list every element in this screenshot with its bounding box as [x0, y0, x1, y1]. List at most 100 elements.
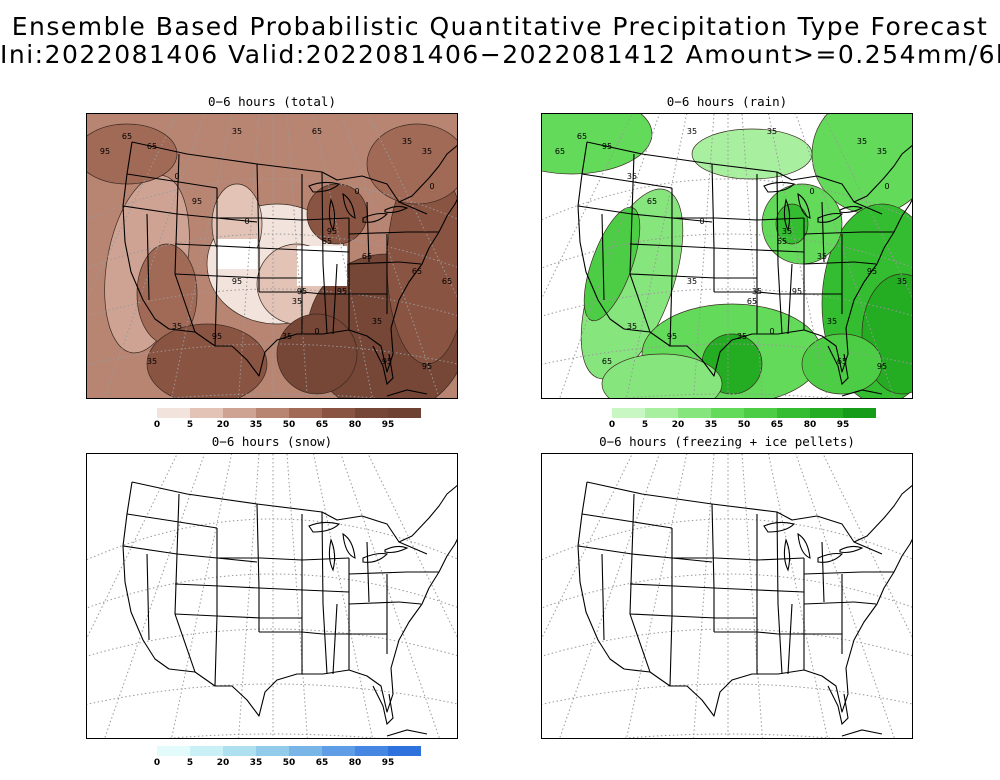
colorbar-swatch	[322, 408, 355, 418]
contour-label: 35	[147, 357, 157, 366]
colorbar-swatch	[256, 408, 289, 418]
contour-label: 35	[687, 277, 697, 286]
colorbar-swatch	[355, 746, 388, 756]
colorbar-tick-label: 80	[803, 420, 817, 430]
colorbar-tick-label: 80	[348, 758, 362, 768]
colorbar-swatch	[355, 408, 388, 418]
contour-label: 65	[147, 142, 157, 151]
colorbar-tick-label: 20	[216, 420, 230, 430]
probability-fill	[87, 123, 457, 398]
colorbar-snow	[157, 746, 421, 756]
colorbar-tick-label: 0	[608, 420, 616, 430]
contour-label: 65	[322, 237, 332, 246]
state-boundaries	[577, 481, 912, 717]
contour-label: 65	[122, 132, 132, 141]
contour-label: 95	[422, 362, 432, 371]
colorbar-tick-label: 5	[186, 758, 194, 768]
colorbar-swatch	[289, 746, 322, 756]
colorbar-swatch	[223, 746, 256, 756]
contour-label: 65	[312, 127, 322, 136]
contour-label: 35	[627, 172, 637, 181]
colorbar-swatch	[388, 408, 421, 418]
contour-label: 0	[174, 172, 179, 181]
colorbar-tick-label: 20	[216, 758, 230, 768]
contour-label: 95	[602, 142, 612, 151]
colorbar-swatch	[711, 408, 744, 418]
contour-label: 95	[212, 332, 222, 341]
contour-label: 65	[577, 132, 587, 141]
colorbar-labels-snow: 0 5 20 35 50 65 80 95	[144, 758, 434, 770]
contour-label: 95	[297, 287, 307, 296]
colorbar-labels-rain: 0 5 20 35 50 65 80 95	[599, 420, 889, 432]
colorbar-tick-label: 35	[249, 758, 263, 768]
colorbar-swatch	[678, 408, 711, 418]
colorbar-swatch	[157, 746, 190, 756]
contour-label: 65	[602, 357, 612, 366]
colorbar-total	[157, 408, 421, 418]
panel-title-snow: 0−6 hours (snow)	[211, 434, 333, 449]
contour-label: 65	[555, 147, 565, 156]
colorbar-tick-label: 50	[737, 420, 751, 430]
colorbar-tick-label: 35	[704, 420, 718, 430]
contour-label: 95	[232, 277, 242, 286]
colorbar-swatch	[157, 408, 190, 418]
probability-fill	[542, 114, 912, 398]
map-canvas	[542, 454, 912, 738]
contour-label: 35	[422, 147, 432, 156]
colorbar-tick-label: 65	[315, 420, 329, 430]
colorbar-tick-label: 5	[186, 420, 194, 430]
contour-label: 35	[782, 227, 792, 236]
contour-label: 95	[192, 197, 202, 206]
great-lakes	[763, 181, 883, 397]
colorbar-tick-label: 95	[381, 758, 395, 768]
colorbar-tick-label: 0	[153, 420, 161, 430]
colorbar-rain	[612, 408, 876, 418]
colorbar-swatch	[289, 408, 322, 418]
contour-label: 95	[382, 357, 392, 366]
colorbar-tick-label: 65	[770, 420, 784, 430]
contour-label: 35	[402, 137, 412, 146]
contour-label: 35	[877, 147, 887, 156]
contour-label: 0	[769, 327, 774, 336]
panel-title-total: 0−6 hours (total)	[208, 94, 336, 109]
figure-title: Ensemble Based Probabilistic Quantitativ…	[11, 12, 989, 41]
colorbar-swatch	[388, 746, 421, 756]
contour-label: 65	[362, 252, 372, 261]
contour-label: 0	[884, 182, 889, 191]
map-panel-snow	[86, 453, 458, 739]
contour-label: 35	[292, 297, 302, 306]
colorbar-tick-label: 35	[249, 420, 263, 430]
contour-label: 35	[172, 322, 182, 331]
contour-label: 35	[752, 287, 762, 296]
colorbar-swatch	[612, 408, 645, 418]
colorbar-swatch	[744, 408, 777, 418]
contour-label: 35	[897, 277, 907, 286]
figure-subtitle: Ini:2022081406 Valid:2022081406−20220814…	[0, 40, 1000, 69]
contour-label: 95	[792, 287, 802, 296]
contour-label: 35	[372, 317, 382, 326]
no-precip-area	[217, 239, 257, 269]
contour-label: 65	[747, 297, 757, 306]
contour-label: 0	[354, 187, 359, 196]
map-background	[542, 454, 912, 738]
panel-title-freezing: 0−6 hours (freezing + ice pellets)	[599, 434, 855, 449]
contour-label: 35	[687, 127, 697, 136]
colorbar-tick-label: 95	[381, 420, 395, 430]
map-panel-rain: 65 95 35 35 35 35 65 35 65 35 65 35 35 65 95 35 35 95 95 35…	[541, 113, 913, 399]
map-panel-total: 65 65 35 65 35 35 95 95 35 95 65 95 35 95 65 65 35 95 95 65…	[86, 113, 458, 399]
panel-title-rain: 0−6 hours (rain)	[666, 94, 788, 109]
contour-label: 95	[877, 362, 887, 371]
contour-label: 35	[232, 127, 242, 136]
contour-label: 65	[777, 237, 787, 246]
contour-label: 95	[100, 147, 110, 156]
contour-label: 35	[827, 317, 837, 326]
map-canvas	[87, 454, 457, 738]
great-lakes	[308, 181, 428, 397]
contour-label: 0	[809, 187, 814, 196]
contour-label: 0	[699, 217, 704, 226]
great-lakes	[763, 521, 883, 737]
contour-label: 95	[867, 267, 877, 276]
contour-label: 35	[767, 127, 777, 136]
